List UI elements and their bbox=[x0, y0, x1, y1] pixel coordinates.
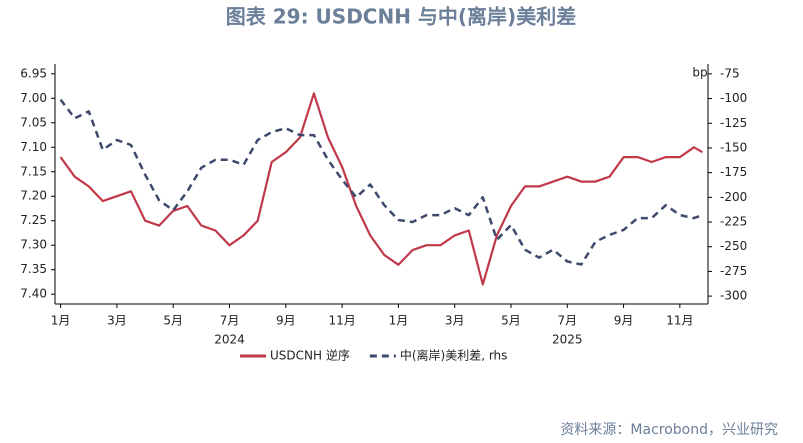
y2-tick-label: -125 bbox=[720, 116, 747, 130]
x-group-label: 2024 bbox=[214, 333, 245, 347]
x-tick-label: 7月 bbox=[557, 314, 577, 328]
y-tick-label: 7.00 bbox=[20, 91, 47, 105]
x-group-label: 2025 bbox=[552, 333, 583, 347]
x-tick-label: 5月 bbox=[163, 314, 183, 328]
x-tick-label: 1月 bbox=[51, 314, 71, 328]
x-tick-label: 3月 bbox=[445, 314, 465, 328]
y-tick-label: 7.25 bbox=[20, 213, 47, 227]
x-tick-label: 11月 bbox=[328, 314, 355, 328]
y2-tick-label: -200 bbox=[720, 190, 747, 204]
x-tick-label: 5月 bbox=[501, 314, 521, 328]
y2-tick-label: -100 bbox=[720, 91, 747, 105]
y-tick-label: 7.30 bbox=[20, 238, 47, 252]
y2-tick-label: -75 bbox=[720, 66, 740, 80]
y2-tick-label: -250 bbox=[720, 239, 747, 253]
y-tick-label: 7.20 bbox=[20, 189, 47, 203]
y-tick-label: 7.05 bbox=[20, 115, 47, 129]
x-tick-label: 9月 bbox=[614, 314, 634, 328]
chart-title: 图表 29: USDCNH 与中(离岸)美利差 bbox=[226, 5, 576, 29]
x-tick-label: 3月 bbox=[107, 314, 127, 328]
x-tick-label: 1月 bbox=[389, 314, 409, 328]
series-line bbox=[59, 92, 703, 286]
y2-unit: bp bbox=[692, 66, 707, 80]
x-tick-label: 9月 bbox=[276, 314, 296, 328]
legend-label: 中(离岸)美利差, rhs bbox=[400, 348, 508, 363]
y-tick-label: 7.10 bbox=[20, 140, 47, 154]
series-line bbox=[59, 98, 703, 266]
y-tick-label: 7.40 bbox=[20, 287, 47, 301]
legend-label: USDCNH 逆序 bbox=[270, 348, 350, 363]
y2-tick-label: -175 bbox=[720, 165, 747, 179]
x-tick-label: 11月 bbox=[666, 314, 693, 328]
y-tick-label: 6.95 bbox=[20, 66, 47, 80]
y2-tick-label: -225 bbox=[720, 215, 747, 229]
source: 资料来源：Macrobond，兴业研究 bbox=[560, 422, 778, 438]
x-tick-label: 7月 bbox=[220, 314, 240, 328]
y2-tick-label: -275 bbox=[720, 264, 747, 278]
y2-tick-label: -300 bbox=[720, 289, 747, 303]
y2-tick-label: -150 bbox=[720, 140, 747, 154]
y-tick-label: 7.15 bbox=[20, 164, 47, 178]
y-tick-label: 7.35 bbox=[20, 262, 47, 276]
